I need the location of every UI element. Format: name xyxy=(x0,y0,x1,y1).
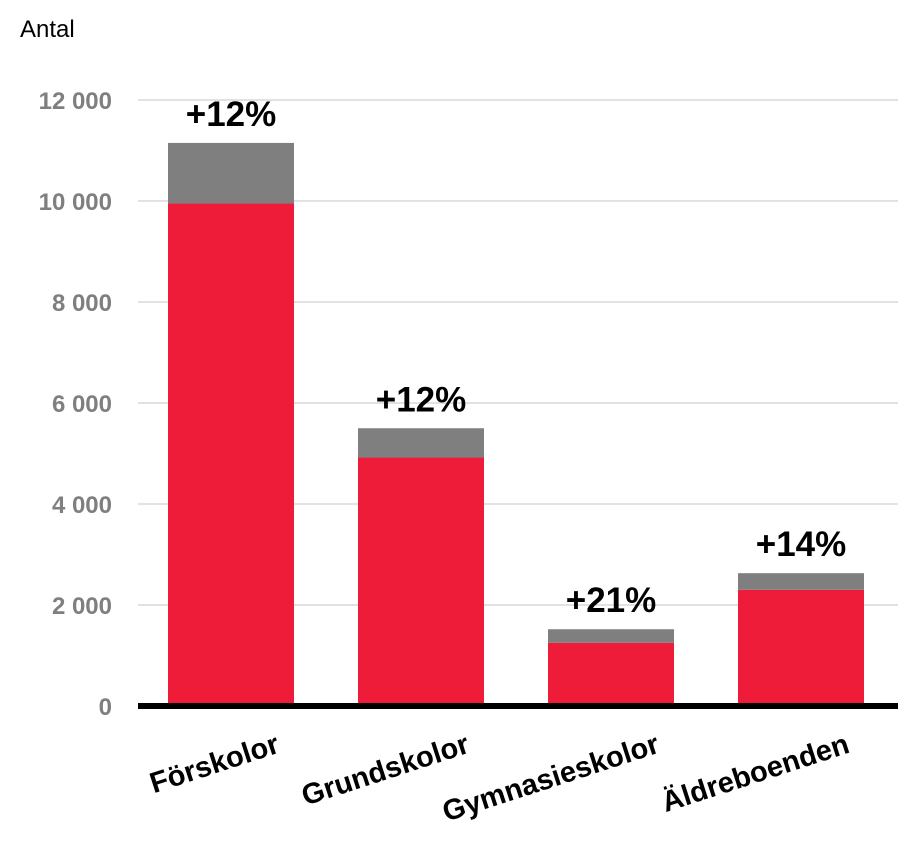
bar-segment xyxy=(738,573,864,590)
bar-annotation: +21% xyxy=(566,581,657,620)
y-tick-label: 10 000 xyxy=(39,189,112,216)
bar-segment xyxy=(358,457,484,706)
bar-segment xyxy=(168,203,294,706)
bar-segment xyxy=(548,642,674,706)
y-tick-label: 8 000 xyxy=(52,290,112,317)
y-axis-label: Antal xyxy=(20,16,75,43)
bar-segment xyxy=(358,428,484,458)
bar-annotation: +12% xyxy=(376,380,467,419)
bars xyxy=(168,142,864,706)
y-axis-ticks: 0 2 000 4 000 6 000 8 000 10 000 12 000 xyxy=(39,88,112,721)
x-tick-label: Äldreboenden xyxy=(658,727,854,819)
x-tick-label: Gymnasieskolor xyxy=(439,728,664,828)
bar-annotations: +12% +12% +21% +14% xyxy=(186,95,847,620)
y-tick-label: 0 xyxy=(99,694,112,721)
y-tick-label: 2 000 xyxy=(52,593,112,620)
y-tick-label: 12 000 xyxy=(39,88,112,115)
bar-segment xyxy=(548,629,674,643)
y-tick-label: 6 000 xyxy=(52,391,112,418)
bar-segment xyxy=(168,142,294,204)
bar-annotation: +14% xyxy=(756,525,847,564)
bar-annotation: +12% xyxy=(186,95,277,134)
y-tick-label: 4 000 xyxy=(52,492,112,519)
x-tick-label: Förskolor xyxy=(146,728,283,800)
x-axis-ticks: Förskolor GrundskolorGymnasieskolorÄldreb… xyxy=(146,727,853,828)
bar-segment xyxy=(738,589,864,706)
